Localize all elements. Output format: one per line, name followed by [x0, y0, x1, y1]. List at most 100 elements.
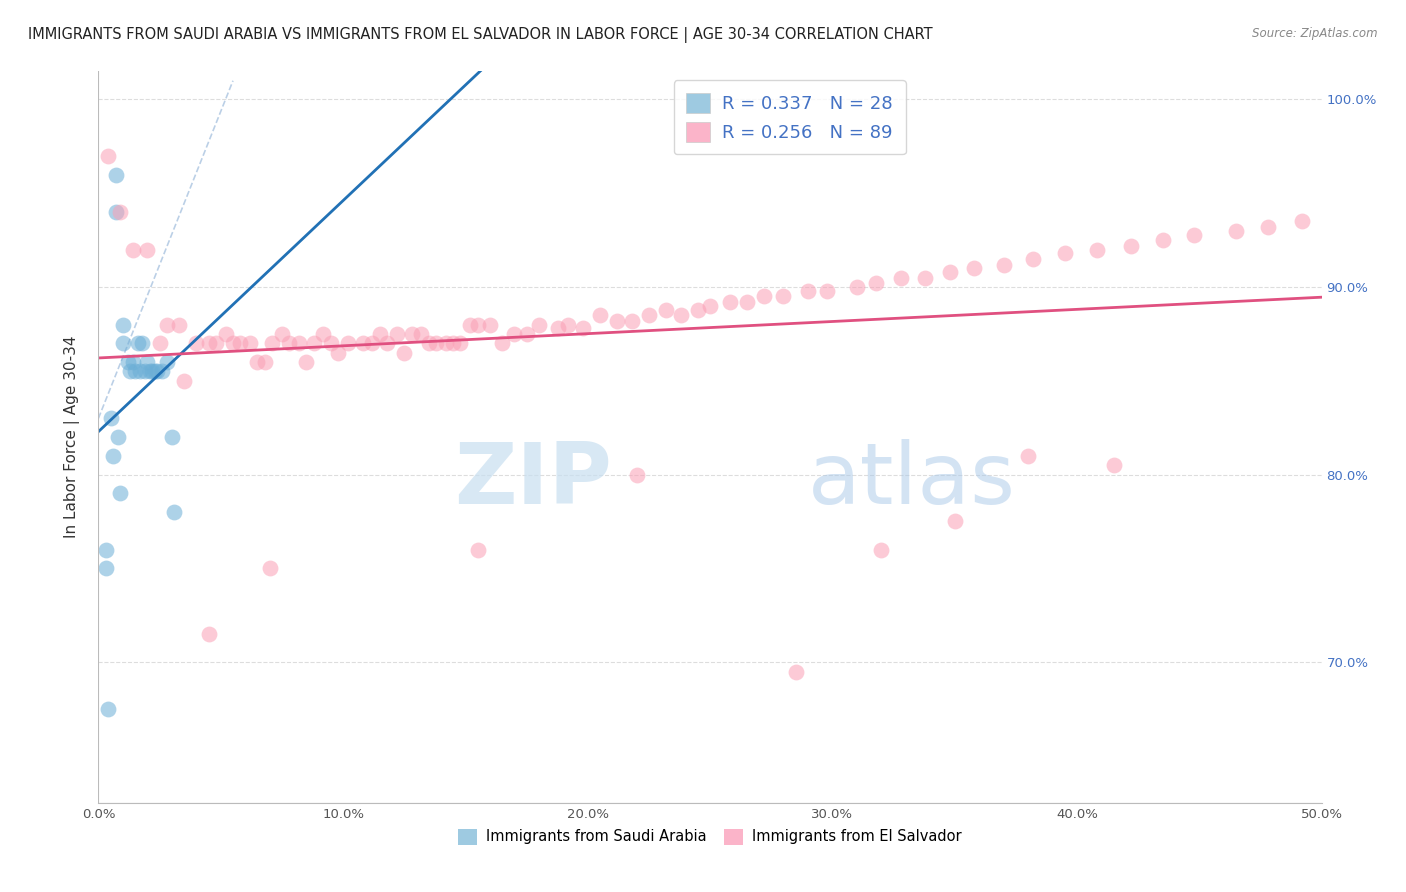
Point	[626, 467, 648, 482]
Point	[288, 336, 311, 351]
Text: ZIP: ZIP	[454, 440, 612, 523]
Point	[1225, 224, 1247, 238]
Point	[527, 318, 550, 332]
Point	[117, 355, 139, 369]
Point	[467, 318, 489, 332]
Point	[467, 542, 489, 557]
Point	[478, 318, 501, 332]
Point	[149, 336, 172, 351]
Point	[110, 486, 132, 500]
Point	[845, 280, 868, 294]
Point	[375, 336, 398, 351]
Point	[107, 430, 129, 444]
Point	[336, 336, 359, 351]
Point	[1291, 214, 1313, 228]
Point	[606, 314, 628, 328]
Point	[515, 326, 537, 341]
Point	[295, 355, 318, 369]
Point	[253, 355, 276, 369]
Point	[160, 430, 183, 444]
Y-axis label: In Labor Force | Age 30-34: In Labor Force | Age 30-34	[63, 335, 80, 539]
Point	[239, 336, 262, 351]
Point	[246, 355, 269, 369]
Point	[111, 318, 134, 332]
Point	[120, 364, 142, 378]
Point	[939, 265, 962, 279]
Point	[173, 374, 195, 388]
Point	[752, 289, 775, 303]
Point	[101, 449, 124, 463]
Point	[797, 284, 820, 298]
Text: atlas: atlas	[808, 440, 1017, 523]
Point	[392, 345, 416, 359]
Point	[699, 299, 721, 313]
Point	[450, 336, 472, 351]
Point	[772, 289, 794, 303]
Point	[110, 205, 132, 219]
Point	[589, 308, 612, 322]
Point	[131, 336, 153, 351]
Legend: Immigrants from Saudi Arabia, Immigrants from El Salvador: Immigrants from Saudi Arabia, Immigrants…	[453, 822, 967, 850]
Point	[302, 336, 325, 351]
Point	[686, 302, 709, 317]
Point	[127, 336, 149, 351]
Point	[411, 326, 433, 341]
Point	[143, 364, 166, 378]
Point	[156, 355, 179, 369]
Point	[718, 295, 741, 310]
Point	[214, 326, 236, 341]
Point	[100, 411, 122, 425]
Text: IMMIGRANTS FROM SAUDI ARABIA VS IMMIGRANTS FROM EL SALVADOR IN LABOR FORCE | AGE: IMMIGRANTS FROM SAUDI ARABIA VS IMMIGRAN…	[28, 27, 932, 43]
Point	[136, 243, 159, 257]
Point	[104, 205, 127, 219]
Point	[134, 364, 156, 378]
Point	[943, 515, 966, 529]
Point	[557, 318, 579, 332]
Point	[368, 326, 391, 341]
Point	[418, 336, 440, 351]
Point	[434, 336, 457, 351]
Point	[124, 364, 146, 378]
Point	[167, 318, 190, 332]
Point	[328, 345, 350, 359]
Point	[1257, 220, 1279, 235]
Point	[735, 295, 758, 310]
Point	[441, 336, 464, 351]
Point	[491, 336, 513, 351]
Point	[197, 336, 219, 351]
Point	[1017, 449, 1039, 463]
Point	[1022, 252, 1045, 266]
Point	[121, 355, 143, 369]
Point	[669, 308, 692, 322]
Point	[121, 243, 143, 257]
Point	[156, 318, 179, 332]
Point	[572, 321, 595, 335]
Point	[547, 321, 569, 335]
Point	[1053, 246, 1076, 260]
Point	[352, 336, 374, 351]
Point	[222, 336, 245, 351]
Point	[150, 364, 173, 378]
Point	[111, 336, 134, 351]
Point	[186, 336, 208, 351]
Point	[620, 314, 643, 328]
Point	[278, 336, 301, 351]
Point	[136, 355, 159, 369]
Point	[97, 702, 120, 716]
Point	[94, 542, 117, 557]
Point	[1085, 243, 1108, 257]
Point	[870, 542, 893, 557]
Point	[361, 336, 384, 351]
Point	[146, 364, 169, 378]
Point	[655, 302, 678, 317]
Point	[139, 364, 162, 378]
Point	[312, 326, 335, 341]
Point	[1102, 458, 1125, 473]
Point	[319, 336, 342, 351]
Point	[94, 561, 117, 575]
Point	[205, 336, 228, 351]
Point	[817, 284, 839, 298]
Point	[1119, 239, 1142, 253]
Point	[425, 336, 447, 351]
Point	[993, 258, 1015, 272]
